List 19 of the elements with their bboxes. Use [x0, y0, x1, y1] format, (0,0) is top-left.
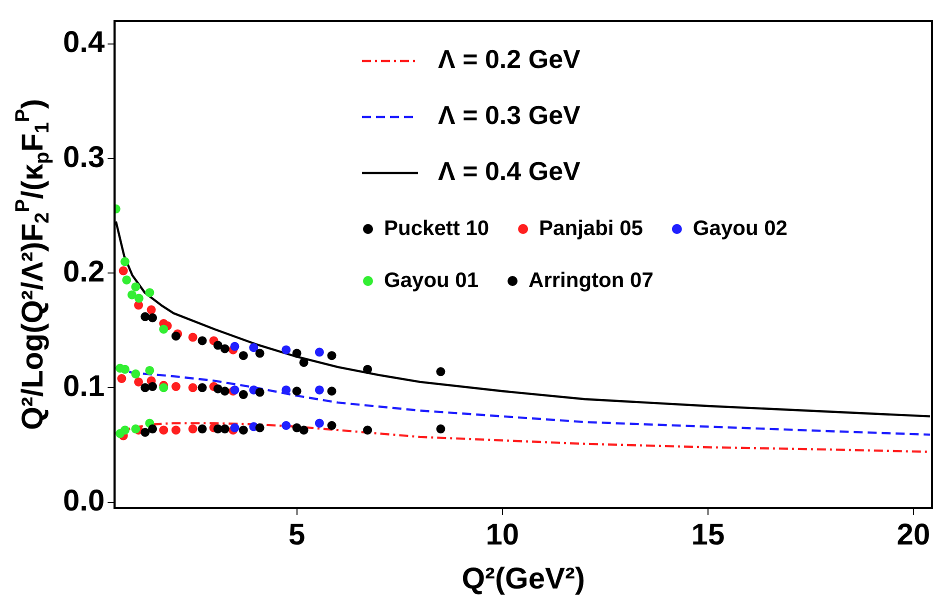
legend-label: Puckett 10	[384, 216, 490, 240]
legend-label: Panjabi 05	[539, 216, 644, 240]
text: Q²/Log(Q²/Λ²)F2P/(κpF1P)	[12, 98, 54, 430]
y-tick-label: 0.1	[62, 370, 105, 403]
x-tick-label: 20	[896, 518, 930, 552]
legend-label: Arrington 07	[528, 268, 654, 292]
x-axis-title: Q²(GeV²)	[462, 562, 586, 596]
x-tick-label: 10	[486, 518, 520, 552]
y-tick-label: 0.2	[62, 255, 105, 288]
legend-label: Gayou 02	[692, 216, 788, 240]
legend-label: Λ = 0.3 GeV	[438, 100, 582, 130]
y-tick-label: 0.3	[62, 140, 105, 174]
legend-label: Λ = 0.4 GeV	[438, 156, 582, 186]
y-tick-label: 0.4	[62, 26, 106, 60]
legend-label: Gayou 01	[384, 268, 479, 292]
x-tick-label: 5	[288, 518, 306, 552]
x-tick-label: 15	[691, 518, 725, 552]
legend-label: Λ = 0.2 GeV	[438, 44, 582, 74]
y-tick-label: 0.0	[62, 484, 105, 518]
